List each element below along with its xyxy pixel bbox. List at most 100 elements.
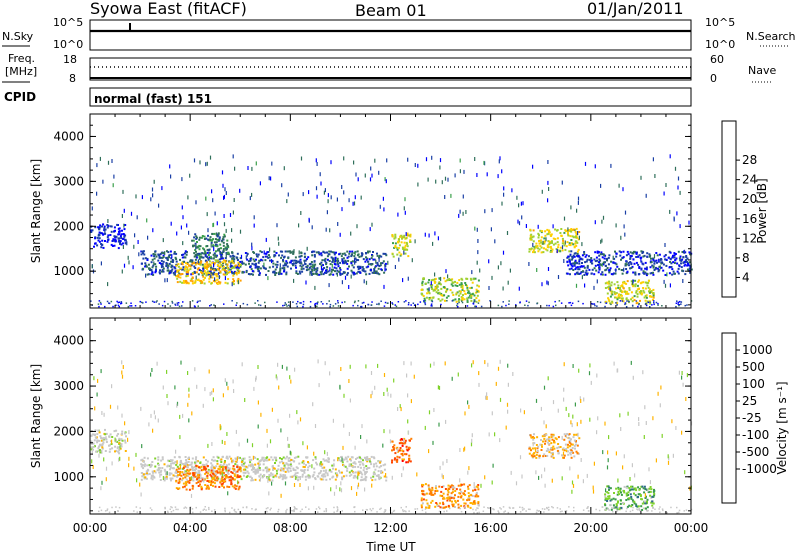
heatmap-cell [330,160,332,165]
heatmap-cell [174,460,177,463]
heatmap-cell [270,472,273,475]
heatmap-cell [128,456,130,461]
heatmap-cell [207,254,210,256]
heatmap-cell [652,294,655,297]
heatmap-cell [637,505,640,508]
freq-label: Freq. [8,52,35,65]
heatmap-cell [102,437,104,442]
heatmap-cell [538,475,540,480]
heatmap-cell [403,442,406,445]
heatmap-cell [341,252,344,255]
heatmap-cell [427,486,430,489]
heatmap-cell [226,432,228,436]
heatmap-cell [262,256,265,259]
heatmap-cell [110,243,113,246]
heatmap-cell [365,256,367,259]
heatmap-cell [203,464,206,467]
heatmap-cell [168,460,171,462]
heatmap-cell [402,236,404,239]
heatmap-cell [292,252,295,255]
heatmap-cell [190,493,193,498]
heatmap-cell [570,228,573,230]
heatmap-cell [614,498,617,501]
heatmap-cell [339,273,342,276]
heatmap-cell [356,224,358,229]
heatmap-cell [672,453,674,458]
heatmap-cell [346,267,349,270]
heatmap-cell [445,419,447,424]
heatmap-cell [428,298,431,301]
heatmap-cell [161,263,164,266]
heatmap-cell [208,238,211,241]
heatmap-cell [336,269,339,272]
heatmap-cell [197,263,200,265]
heatmap-cell [93,439,96,442]
heatmap-cell [408,446,411,449]
heatmap-cell [206,465,209,468]
heatmap-cell [372,472,375,475]
heatmap-cell [316,305,318,308]
heatmap-cell [499,397,502,402]
heatmap-cell [603,257,606,260]
heatmap-cell [546,441,549,444]
heatmap-cell [243,457,246,460]
heatmap-cell [244,252,247,254]
heatmap-cell [163,478,166,481]
heatmap-cell [622,465,624,470]
heatmap-cell [460,283,463,286]
heatmap-cell [459,496,462,499]
heatmap-cell [442,496,445,499]
heatmap-cell [575,283,578,288]
heatmap-cell [319,471,322,474]
heatmap-cell [600,239,602,244]
heatmap-cell [210,304,212,306]
heatmap-cell [608,285,611,288]
heatmap-cell [225,228,227,233]
heatmap-cell [236,252,239,255]
heatmap-cell [681,269,684,272]
heatmap-cell [179,463,182,466]
heatmap-cell [552,243,555,246]
heatmap-cell [459,158,461,163]
heatmap-cell [356,250,359,253]
heatmap-cell [154,250,157,253]
heatmap-cell [311,251,313,254]
heatmap-cell [230,481,233,484]
heatmap-cell [256,458,259,461]
heatmap-cell [189,472,192,475]
heatmap-cell [329,263,332,266]
heatmap-cell [402,248,405,250]
heatmap-cell [91,264,93,269]
heatmap-cell [322,303,324,305]
heatmap-cell [605,268,608,271]
heatmap-cell [374,478,377,481]
heatmap-cell [177,302,180,304]
heatmap-cell [194,462,197,465]
heatmap-cell [223,214,225,218]
heatmap-cell [140,465,143,468]
heatmap-cell [327,461,330,463]
heatmap-cell [161,458,164,461]
heatmap-cell [157,259,160,262]
heatmap-cell [304,263,307,265]
heatmap-cell [559,232,562,234]
heatmap-cell [284,263,287,266]
heatmap-cell [548,440,551,442]
heatmap-cell [267,256,270,259]
heatmap-cell [551,448,554,451]
heatmap-cell [617,294,620,297]
heatmap-cell [232,254,234,257]
heatmap-cell [393,458,396,461]
heatmap-cell [280,493,282,498]
heatmap-cell [112,238,115,241]
heatmap-cell [577,200,579,205]
heatmap-cell [164,278,166,283]
heatmap-cell [325,261,328,264]
heatmap-cell [264,301,266,304]
heatmap-cell [151,478,154,481]
heatmap-cell [572,254,575,257]
heatmap-cell [221,238,224,241]
heatmap-cell [608,254,611,257]
heatmap-cell [234,487,237,490]
heatmap-cell [376,263,379,266]
